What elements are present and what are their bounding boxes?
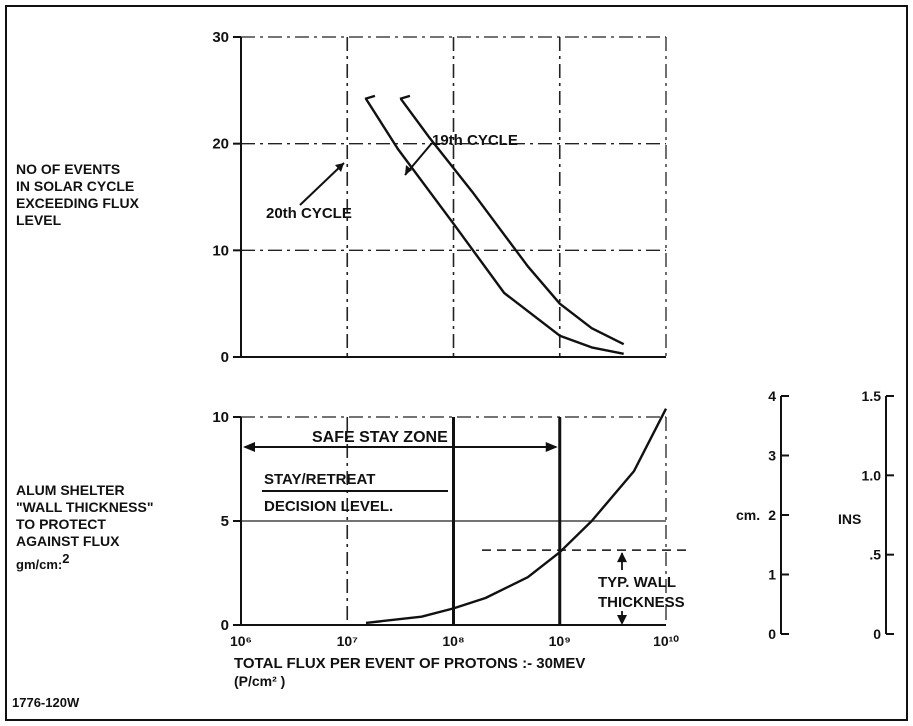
bottom-series	[365, 408, 668, 625]
top-y-label-line-0: NO OF EVENTS	[16, 161, 120, 177]
ins-scale-tick-label-0: 0	[873, 626, 881, 642]
bottom-y-label-line-1: "WALL THICKNESS"	[16, 499, 153, 515]
bottom-y-tick-labels: 0 5 10	[212, 409, 241, 634]
arrow-head-20th-cycle	[335, 163, 344, 172]
top-series	[364, 94, 625, 355]
bottom-y-tick-label-1: 5	[221, 513, 229, 530]
bottom-x-tick-label-0: 10⁶	[230, 633, 252, 649]
top-y-tick-label-1: 10	[212, 242, 229, 259]
ins-scale-tick-label-2: 1.0	[862, 467, 882, 483]
ins-scale-label: INS	[838, 511, 861, 527]
x-axis-label: TOTAL FLUX PER EVENT OF PROTONS :- 30MEV	[234, 655, 585, 672]
bottom-series-line-0	[365, 408, 668, 625]
cm-scale-tick-label-1: 1	[768, 567, 776, 583]
bottom-grid	[241, 416, 667, 625]
bottom-y-axis-label: ALUM SHELTER"WALL THICKNESS"TO PROTECTAG…	[16, 482, 153, 572]
ins-scale: 0 .5 1.0 1.5	[862, 388, 894, 642]
typ-wall-arrow-down-head	[617, 615, 627, 625]
bottom-y-label-unit-superscript: 2	[62, 551, 69, 566]
series-label-19th-cycle: 19th CYCLE	[432, 132, 518, 149]
bottom-y-label-line-3: AGAINST FLUX	[16, 533, 120, 549]
bottom-x-tick-label-1: 10⁷	[337, 633, 359, 649]
top-y-tick-label-2: 20	[212, 136, 229, 153]
annotation-stay-retreat-1: STAY/RETREAT	[264, 471, 375, 488]
ins-scale-tick-label-1: .5	[869, 547, 881, 563]
top-series-cap-1	[364, 94, 376, 101]
bottom-x-tick-labels: 10⁶ 10⁷ 10⁸ 10⁹ 10¹⁰	[230, 633, 679, 649]
annotation-typ-wall-1: TYP. WALL	[598, 574, 676, 591]
top-series-line-1	[364, 98, 624, 355]
series-label-20th-cycle: 20th CYCLE	[266, 205, 352, 222]
x-axis-unit: (P/cm² )	[234, 673, 285, 689]
top-grid	[241, 36, 667, 357]
annotation-stay-retreat-2: DECISION LEVEL.	[264, 498, 393, 515]
cm-scale: 0 1 2 3 4	[768, 388, 789, 642]
figure-border	[5, 5, 908, 721]
cm-scale-tick-label-3: 3	[768, 448, 776, 464]
ins-scale-tick-label-3: 1.5	[862, 388, 882, 404]
bottom-y-label-line-2: TO PROTECT	[16, 516, 106, 532]
safe-stay-arrow-left-head	[243, 442, 255, 452]
top-y-label-line-3: LEVEL	[16, 212, 62, 228]
top-series-cap-0	[399, 94, 411, 101]
arrow-20th-cycle	[299, 162, 345, 206]
arrow-head-19th-cycle	[405, 165, 412, 175]
top-y-label-line-1: IN SOLAR CYCLE	[16, 178, 134, 194]
top-series-line-0	[399, 98, 625, 346]
figure-id: 1776-120W	[12, 695, 80, 710]
annotation-safe-stay-zone: SAFE STAY ZONE	[312, 429, 448, 446]
top-y-tick-labels: 0 10 20 30	[212, 29, 241, 366]
cm-scale-label: cm.	[736, 507, 760, 523]
top-chart-frame	[240, 37, 666, 358]
cm-scale-tick-label-2: 2	[768, 507, 776, 523]
top-y-label-line-2: EXCEEDING FLUX	[16, 195, 140, 211]
bottom-x-tick-label-4: 10¹⁰	[653, 633, 679, 649]
cm-scale-tick-label-4: 4	[768, 388, 776, 404]
bottom-y-tick-label-0: 0	[221, 617, 229, 634]
bottom-x-tick-label-3: 10⁹	[549, 633, 571, 649]
top-y-tick-label-0: 0	[221, 349, 229, 366]
bottom-annotations	[243, 442, 690, 625]
annotation-typ-wall-2: THICKNESS	[598, 594, 685, 611]
top-y-tick-label-3: 30	[212, 29, 229, 46]
cm-scale-tick-label-0: 0	[768, 626, 776, 642]
bottom-x-tick-label-2: 10⁸	[442, 633, 464, 649]
bottom-y-label-unit: gm/cm:2	[16, 551, 69, 572]
bottom-chart: 0 5 10 10⁶ 10⁷ 10⁸ 10⁹ 10¹⁰ ALUM SHELTER"WALL …	[16, 408, 690, 689]
bottom-y-label-line-0: ALUM SHELTER	[16, 482, 125, 498]
bottom-y-tick-label-2: 10	[212, 409, 229, 426]
safe-stay-arrow-right-head	[545, 442, 558, 452]
typ-wall-arrow-up-head	[617, 552, 627, 563]
